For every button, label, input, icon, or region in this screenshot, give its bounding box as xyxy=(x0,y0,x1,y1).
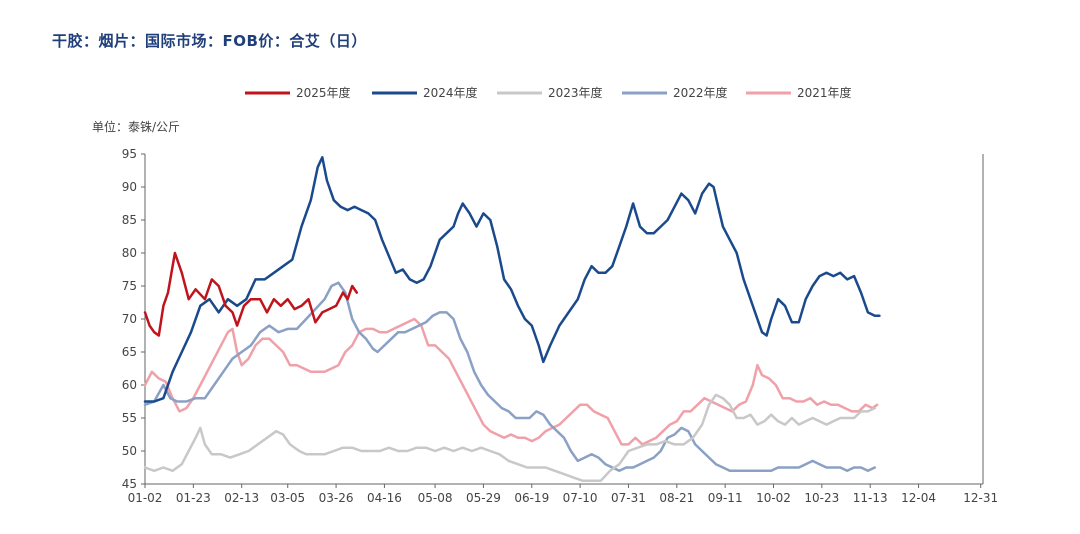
series-layer xyxy=(143,156,881,482)
legend-label: 2023年度 xyxy=(548,85,603,100)
x-tick-label: 04-16 xyxy=(367,491,402,505)
y-tick-label: 75 xyxy=(122,279,137,293)
x-tick-label: 10-02 xyxy=(756,491,791,505)
x-tick-label: 07-10 xyxy=(563,491,598,505)
y-tick-label: 50 xyxy=(122,444,137,458)
y-tick-label: 70 xyxy=(122,312,137,326)
x-tick-label: 11-13 xyxy=(853,491,888,505)
legend-label: 2022年度 xyxy=(673,85,728,100)
x-tick-label: 06-19 xyxy=(514,491,549,505)
y-tick-label: 65 xyxy=(122,345,137,359)
x-tick-label: 01-23 xyxy=(176,491,211,505)
y-tick-label: 55 xyxy=(122,411,137,425)
x-tick-label: 07-31 xyxy=(611,491,646,505)
legend-label: 2025年度 xyxy=(296,85,351,100)
y-tick-label: 80 xyxy=(122,246,137,260)
y-tick-label: 95 xyxy=(122,147,137,161)
x-tick-label: 12-31 xyxy=(963,491,998,505)
x-tick-label: 03-05 xyxy=(270,491,305,505)
x-tick-label: 01-02 xyxy=(128,491,163,505)
y-axis-unit-label: 单位：泰铢/公斤 xyxy=(92,120,181,134)
y-tick-label: 90 xyxy=(122,180,137,194)
x-tick-label: 05-29 xyxy=(466,491,501,505)
series-line-2022年度 xyxy=(143,281,877,473)
legend-label: 2024年度 xyxy=(423,85,478,100)
axes: 45 50 55 60 65 70 75 80 85 90 95 01-02 01-23 02-13 03-… xyxy=(122,147,998,505)
x-tick-label: 08-21 xyxy=(659,491,694,505)
legend: 2025年度 2024年度 2023年度 2022年度 2021年度 xyxy=(245,85,852,100)
series-line-2021年度 xyxy=(143,317,879,446)
chart-title: 干胶：烟片：国际市场：FOB价：合艾（日） xyxy=(52,32,367,50)
legend-label: 2021年度 xyxy=(797,85,852,100)
y-tick-label: 60 xyxy=(122,378,137,392)
series-line-2024年度 xyxy=(143,156,881,403)
x-tick-label: 03-26 xyxy=(319,491,354,505)
series-line-2023年度 xyxy=(143,393,877,482)
x-tick-label: 05-08 xyxy=(418,491,453,505)
x-tick-label: 10-23 xyxy=(804,491,839,505)
series-line-2025年度 xyxy=(143,251,359,337)
x-tick-label: 12-04 xyxy=(901,491,936,505)
y-tick-label: 45 xyxy=(122,477,137,491)
x-tick-label: 02-13 xyxy=(224,491,259,505)
x-tick-label: 09-11 xyxy=(708,491,743,505)
y-tick-label: 85 xyxy=(122,213,137,227)
